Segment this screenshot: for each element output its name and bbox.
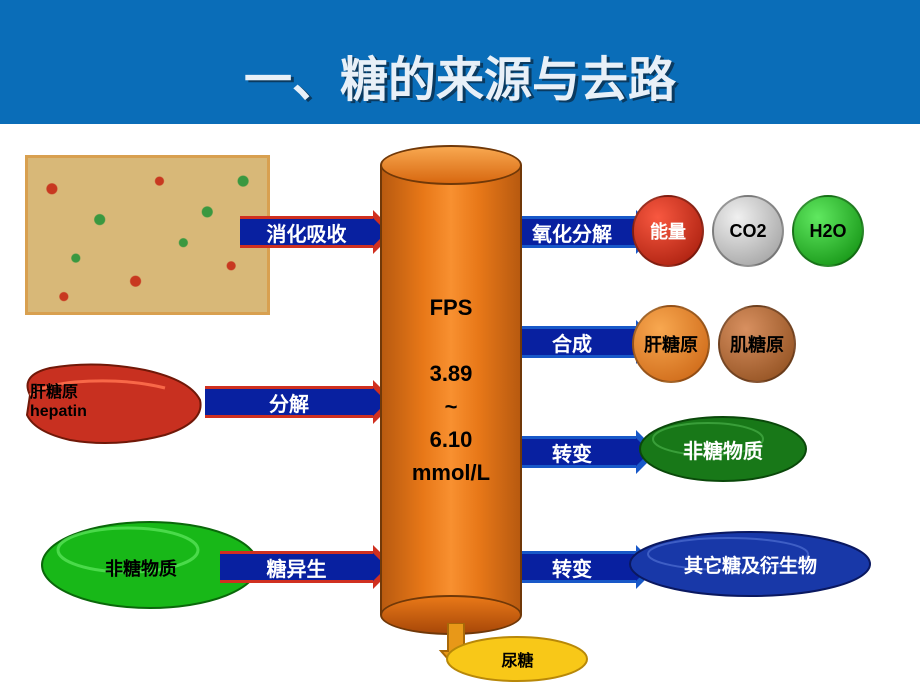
urine-label: 尿糖 (445, 635, 590, 683)
nonsugar-output-label: 非糖物质 (683, 435, 763, 464)
h2o-circle: H2O (792, 195, 864, 267)
h2o-label: H2O (809, 221, 846, 242)
other-sugar-output: 其它糖及衍生物 (628, 530, 873, 598)
energy-circle: 能量 (632, 195, 704, 267)
liver-label-cn: 肝糖原 (30, 384, 78, 401)
liver-label: 肝糖原 hepatin (30, 383, 87, 421)
urine-output: 尿糖 (445, 635, 590, 683)
fps-cylinder: FPS 3.89 ~ 6.10 mmol/L (380, 145, 522, 635)
fps-sep: ~ (445, 394, 458, 419)
arrow-digest: 消化吸收 (240, 210, 395, 254)
co2-label: CO2 (729, 221, 766, 242)
arrow-oxidize-label: 氧化分解 (532, 218, 612, 247)
nonsugar-output: 非糖物质 (638, 415, 808, 483)
arrow-convert1: 转变 (508, 430, 658, 474)
arrow-decompose: 分解 (205, 380, 395, 424)
energy-label: 能量 (650, 218, 686, 244)
muscle-glycogen-label: 肌糖原 (730, 331, 784, 357)
liver-glycogen-label: 肝糖原 (644, 331, 698, 357)
fps-low: 3.89 (430, 361, 473, 386)
diagram-area: 肝糖原 hepatin 非糖物质 消化吸收 分解 糖异生 氧化分解 合成 转变 … (0, 125, 920, 690)
fps-label: FPS (430, 295, 473, 320)
other-sugar-label: 其它糖及衍生物 (684, 551, 817, 578)
arrow-convert2-label: 转变 (552, 553, 592, 582)
fps-unit: mmol/L (412, 460, 490, 485)
co2-circle: CO2 (712, 195, 784, 267)
food-source-box (25, 155, 270, 315)
arrow-synthesize-label: 合成 (552, 328, 592, 357)
arrow-decompose-label: 分解 (269, 388, 309, 417)
fps-high: 6.10 (430, 427, 473, 452)
arrow-digest-label: 消化吸收 (267, 218, 347, 247)
muscle-glycogen-circle: 肌糖原 (718, 305, 796, 383)
page-title: 一、糖的来源与去路 (244, 40, 676, 110)
cylinder-text: FPS 3.89 ~ 6.10 mmol/L (412, 291, 490, 489)
liver-glycogen-circle: 肝糖原 (632, 305, 710, 383)
nonsugar-source-label: 非糖物质 (105, 555, 177, 581)
liver-label-en: hepatin (30, 403, 87, 420)
arrow-gluconeo: 糖异生 (220, 545, 395, 589)
food-texture (28, 158, 267, 312)
arrow-convert1-label: 转变 (552, 438, 592, 467)
arrow-gluconeo-label: 糖异生 (267, 553, 327, 582)
